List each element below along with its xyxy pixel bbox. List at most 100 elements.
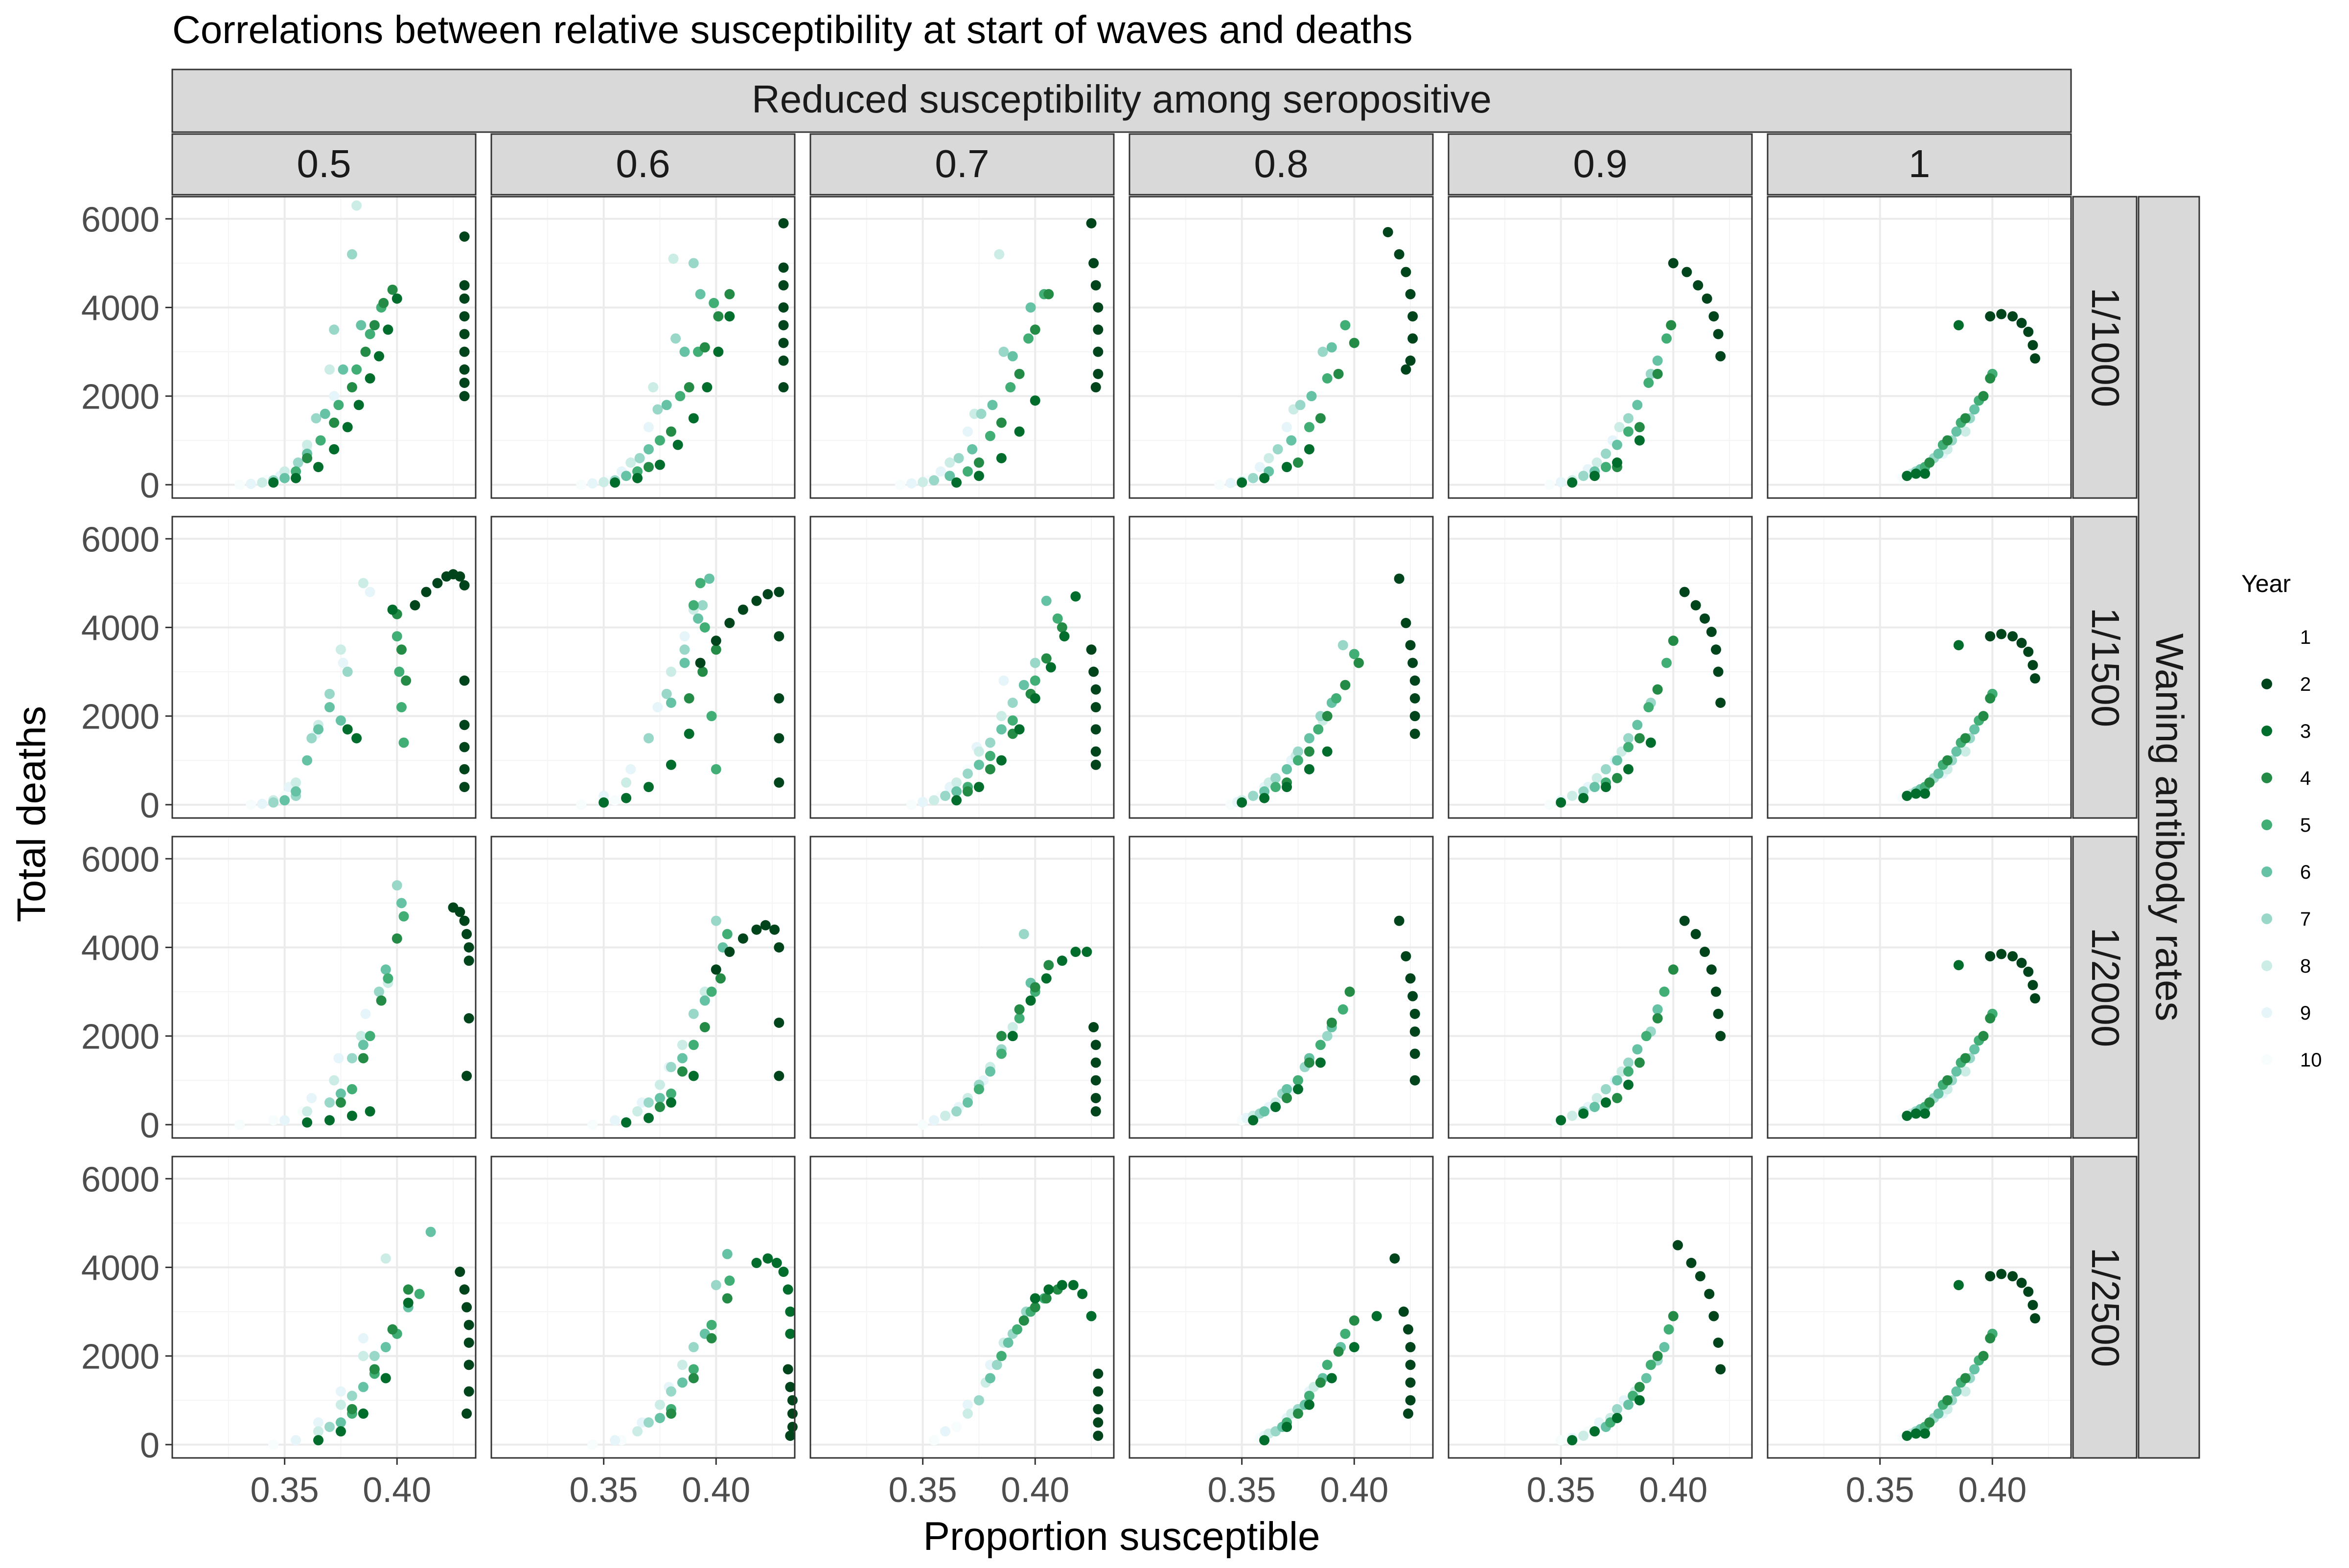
data-point-year-2 [1088,1022,1099,1033]
data-point-year-5 [1663,1324,1674,1335]
facet-panel [171,836,477,1139]
data-point-year-7 [1623,413,1634,424]
data-point-year-2 [778,320,789,331]
panel-background [491,837,795,1138]
data-point-year-2 [459,231,470,242]
data-point-year-2 [1405,1342,1416,1353]
data-point-year-6 [973,759,984,770]
data-point-year-2 [1405,355,1416,366]
data-point-year-10 [610,795,621,806]
legend-label: 1 [2300,627,2311,648]
data-point-year-3 [358,1408,368,1419]
data-point-year-3 [1237,477,1247,488]
data-point-year-3 [1068,1280,1079,1291]
data-point-year-3 [268,477,279,488]
y-tick-label: 0 [140,1426,160,1465]
data-point-year-6 [1652,355,1663,366]
data-point-year-5 [383,973,393,984]
data-point-year-5 [351,364,362,375]
data-point-year-2 [1405,1360,1416,1370]
data-point-year-9 [998,675,1009,686]
data-point-year-3 [1304,1399,1314,1410]
data-point-year-9 [360,1008,371,1019]
data-point-year-8 [973,746,984,757]
data-point-year-8 [1614,422,1625,432]
data-point-year-2 [1409,1048,1420,1059]
data-point-year-5 [996,1048,1007,1059]
y-tick-label: 4000 [81,929,160,968]
data-point-year-3 [713,346,724,357]
data-point-year-3 [1349,1342,1359,1353]
panel-background [491,197,795,498]
data-point-year-4 [1652,1013,1663,1023]
data-point-year-3 [1070,947,1081,957]
data-point-year-3 [1953,1280,1964,1291]
panel-border [1767,516,2072,819]
data-point-year-3 [1578,1108,1589,1119]
data-point-year-6 [1018,680,1029,690]
data-point-year-3 [643,782,654,793]
data-point-year-4 [1018,1315,1029,1326]
data-point-year-2 [1679,915,1690,926]
data-point-year-8 [358,578,368,589]
facet-panels [171,196,2072,1459]
data-point-year-4 [335,1097,346,1108]
data-point-year-8 [1567,1111,1578,1121]
data-point-year-6 [380,964,391,975]
data-point-year-3 [610,477,621,488]
data-point-year-2 [774,587,784,597]
facet-panel [1128,196,1434,499]
data-point-year-2 [455,907,465,917]
data-point-year-3 [724,311,735,322]
data-point-year-2 [1695,1271,1705,1282]
data-point-year-4 [346,382,357,393]
data-point-year-8 [351,200,362,211]
data-point-year-3 [342,422,353,432]
legend-label: 2 [2300,674,2311,695]
data-point-year-2 [1389,1253,1400,1264]
data-point-year-8 [1591,457,1602,468]
data-point-year-6 [677,1377,688,1388]
data-point-year-6 [1951,426,1962,437]
data-point-year-2 [1088,258,1099,269]
data-point-year-2 [1706,964,1717,975]
data-point-year-2 [1679,587,1690,597]
data-point-year-7 [929,475,940,486]
data-point-year-5 [996,1351,1007,1362]
data-point-year-10 [587,1439,598,1450]
data-point-year-7 [1295,400,1306,410]
panel-border [1448,1156,1753,1459]
data-point-year-2 [1700,947,1710,957]
data-point-year-2 [1398,1306,1409,1317]
data-point-year-4 [1652,1351,1663,1362]
data-point-year-8 [654,1079,665,1090]
data-point-year-7 [306,733,317,744]
data-point-year-6 [1041,595,1052,606]
data-point-year-7 [324,1097,335,1108]
data-point-year-7 [1248,791,1259,801]
data-point-year-3 [1919,468,1930,479]
column-strip-label: 0.6 [616,142,670,185]
data-point-year-3 [1045,662,1056,673]
column-strip-label: 1 [1909,142,1931,185]
data-point-year-5 [706,1319,717,1330]
data-point-year-9 [679,631,690,642]
panel-border [809,196,1115,499]
data-point-year-4 [699,342,710,353]
data-point-year-7 [711,1280,721,1291]
data-point-year-2 [1093,1386,1104,1397]
data-point-year-2 [1407,991,1418,1001]
y-tick-label: 6000 [81,200,160,239]
data-point-year-9 [335,1386,346,1397]
data-point-year-7 [346,1053,357,1064]
data-point-year-2 [455,571,465,582]
data-point-year-2 [1668,258,1679,269]
data-point-year-2 [1996,309,2007,319]
data-point-year-2 [1985,1271,1996,1282]
data-point-year-7 [324,688,335,699]
data-point-year-9 [962,426,973,437]
data-point-year-6 [425,1227,436,1237]
x-tick-label: 0.35 [251,1471,319,1510]
data-point-year-6 [1259,1106,1270,1117]
data-point-year-3 [1567,477,1578,488]
